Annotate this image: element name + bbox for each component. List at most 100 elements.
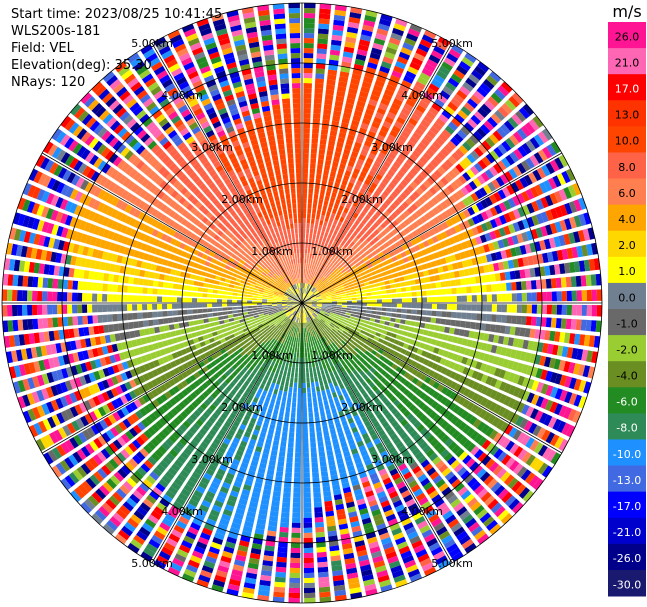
- velocity-gate: [246, 426, 253, 434]
- velocity-gate: [287, 447, 294, 453]
- velocity-gate: [299, 307, 301, 313]
- velocity-gate: [305, 367, 309, 373]
- velocity-gate: [328, 176, 335, 182]
- velocity-gate: [389, 74, 401, 84]
- velocity-gate: [310, 382, 315, 388]
- velocity-gate: [435, 259, 442, 266]
- velocity-gate: [305, 332, 308, 338]
- velocity-gate: [306, 342, 309, 348]
- velocity-gate: [327, 332, 332, 338]
- velocity-gate: [573, 363, 581, 375]
- velocity-gate: [402, 435, 412, 444]
- velocity-gate: [315, 350, 319, 356]
- velocity-gate: [268, 428, 275, 435]
- velocity-gate: [570, 276, 577, 287]
- velocity-gate: [200, 476, 210, 485]
- velocity-gate: [376, 240, 383, 247]
- velocity-gate: [373, 84, 383, 93]
- velocity-gate: [281, 431, 288, 438]
- velocity-gate: [266, 433, 273, 440]
- velocity-gate: [365, 313, 372, 318]
- velocity-gate: [346, 165, 353, 172]
- velocity-gate: [519, 418, 529, 429]
- velocity-gate: [346, 97, 355, 105]
- velocity-gate: [326, 304, 332, 306]
- velocity-gate: [351, 303, 357, 306]
- velocity-gate: [283, 355, 288, 361]
- velocity-gate: [376, 490, 387, 499]
- velocity-gate: [412, 346, 419, 353]
- velocity-gate: [392, 27, 404, 37]
- velocity-gate: [343, 263, 349, 269]
- velocity-gate: [230, 522, 241, 530]
- velocity-gate: [411, 333, 418, 340]
- velocity-gate: [462, 81, 474, 92]
- velocity-gate: [307, 397, 312, 403]
- velocity-gate: [522, 103, 534, 116]
- velocity-gate: [277, 415, 284, 422]
- velocity-gate: [323, 221, 328, 227]
- velocity-gate: [493, 367, 502, 377]
- velocity-gate: [438, 482, 449, 493]
- velocity-gate: [496, 283, 502, 292]
- velocity-gate: [174, 553, 187, 563]
- velocity-gate: [198, 574, 211, 583]
- velocity-gate: [364, 161, 372, 169]
- velocity-gate: [343, 46, 355, 54]
- velocity-gate: [346, 278, 353, 283]
- velocity-gate: [310, 352, 314, 358]
- velocity-gate: [176, 548, 189, 558]
- velocity-gate: [303, 273, 305, 279]
- velocity-gate: [214, 532, 225, 541]
- velocity-gate: [334, 363, 339, 370]
- velocity-gate: [364, 214, 371, 221]
- velocity-gate: [361, 300, 367, 303]
- velocity-gate: [556, 249, 564, 261]
- velocity-gate: [375, 258, 382, 264]
- velocity-gate: [556, 291, 562, 302]
- velocity-gate: [400, 418, 409, 427]
- velocity-gate: [545, 317, 552, 328]
- velocity-gate: [343, 337, 349, 343]
- velocity-gate: [252, 413, 259, 420]
- velocity-gate: [419, 277, 426, 284]
- velocity-gate: [375, 352, 382, 359]
- velocity-gate: [302, 233, 306, 239]
- velocity-gate: [419, 183, 428, 192]
- velocity-gate: [484, 232, 492, 242]
- velocity-gate: [426, 297, 432, 303]
- velocity-gate: [172, 557, 185, 568]
- velocity-gate: [457, 109, 468, 120]
- velocity-gate: [304, 317, 306, 323]
- velocity-gate: [400, 550, 413, 559]
- velocity-gate: [356, 549, 368, 557]
- velocity-gate: [422, 152, 432, 161]
- velocity-gate: [303, 103, 312, 109]
- velocity-gate: [311, 143, 318, 149]
- velocity-gate: [322, 316, 327, 321]
- velocity-gate: [334, 385, 340, 392]
- velocity-gate: [351, 306, 357, 309]
- velocity-gate: [384, 400, 392, 408]
- velocity-gate: [473, 162, 484, 173]
- velocity-gate: [355, 419, 363, 426]
- velocity-gate: [167, 566, 181, 577]
- velocity-gate: [433, 169, 443, 179]
- velocity-gate: [481, 156, 492, 167]
- velocity-gate: [402, 42, 415, 51]
- velocity-gate: [475, 322, 481, 330]
- velocity-gate: [299, 307, 301, 313]
- velocity-gate: [427, 269, 434, 276]
- velocity-gate: [458, 211, 467, 221]
- velocity-gate: [381, 177, 390, 186]
- velocity-gate: [540, 369, 548, 381]
- velocity-gate: [337, 518, 348, 525]
- velocity-gate: [328, 338, 334, 344]
- velocity-gate: [306, 273, 308, 279]
- velocity-gate: [395, 216, 403, 224]
- velocity-gate: [440, 147, 450, 157]
- velocity-gate: [405, 286, 412, 292]
- velocity-gate: [345, 385, 352, 392]
- velocity-gate: [282, 349, 287, 356]
- velocity-gate: [346, 323, 353, 328]
